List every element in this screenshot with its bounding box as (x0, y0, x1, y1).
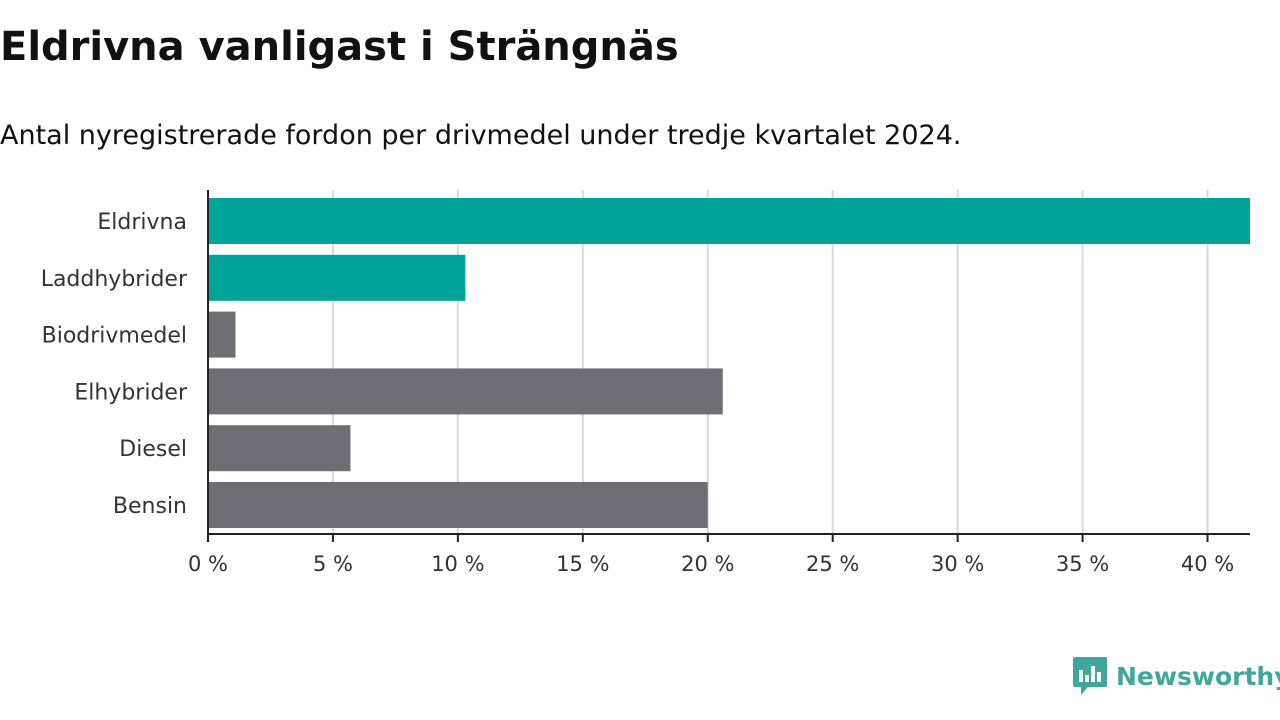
x-tick-label: 10 % (431, 552, 484, 576)
bar-elhybrider (208, 368, 723, 415)
x-tick-label: 35 % (1056, 552, 1109, 576)
x-tick-label: 30 % (931, 552, 984, 576)
category-label: Laddhybrider (41, 267, 188, 292)
brand-name: Newsworthy (1116, 661, 1280, 691)
x-tick-label: 25 % (806, 552, 859, 576)
x-tick-label: 40 % (1181, 552, 1234, 576)
x-tick-label: 20 % (681, 552, 734, 576)
bar-biodrivmedel (208, 311, 236, 358)
grid-lines (331, 190, 1209, 534)
x-tick-label: 15 % (556, 552, 609, 576)
category-label: Diesel (119, 437, 187, 462)
bar-laddhybrider (208, 254, 466, 301)
bar-diesel (208, 425, 351, 472)
chart-title: Eldrivna vanligast i Strängnäs (0, 24, 679, 70)
bars (208, 198, 1250, 528)
category-label: Elhybrider (74, 380, 188, 405)
x-axis: 0 % 5 % 10 % 15 % 20 % 25 % 30 % 35 % 40 % (188, 190, 1250, 576)
bar-chart: Eldrivna Laddhybrider Biodrivmedel Elhybrid… (41, 190, 1250, 576)
bar-eldrivna (208, 198, 1250, 244)
category-label: Biodrivmedel (42, 324, 187, 349)
category-label: Bensin (113, 494, 187, 519)
chart-subtitle: Antal nyregistrerade fordon per drivmede… (0, 120, 962, 151)
x-tick-label: 5 % (313, 552, 353, 576)
bar-bensin (208, 482, 708, 528)
category-labels: Eldrivna Laddhybrider Biodrivmedel Elhybrid… (41, 210, 188, 519)
category-label: Eldrivna (97, 210, 187, 235)
brand-logo: Newsworthy (1072, 654, 1280, 698)
x-tick-label: 0 % (188, 552, 228, 576)
newsworthy-chat-chart-icon (1073, 657, 1107, 695)
